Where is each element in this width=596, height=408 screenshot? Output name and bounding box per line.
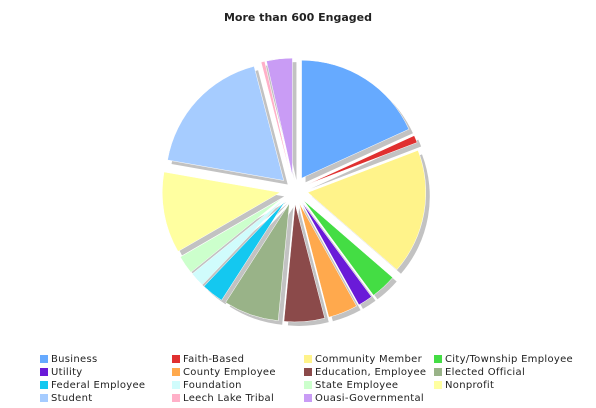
chart-title: More than 600 Engaged [224, 11, 372, 24]
slice [179, 197, 283, 273]
legend-label: Leech Lake Tribal [183, 393, 274, 404]
legend-swatch [172, 381, 180, 389]
legend-swatch [304, 394, 312, 402]
legend-swatch [172, 368, 180, 376]
legend-swatch [40, 381, 48, 389]
legend-swatch [40, 394, 48, 402]
slice [301, 59, 410, 179]
legend-swatch [434, 368, 442, 376]
legend-label: Elected Official [445, 367, 525, 378]
slice [301, 201, 372, 306]
legend-label: City/Township Employee [445, 354, 573, 365]
slice [306, 135, 418, 185]
legend-label: County Employee [183, 367, 276, 378]
slice [167, 65, 285, 181]
legend-label: Business [51, 354, 98, 365]
slice [303, 200, 394, 296]
slice [298, 202, 357, 318]
legend-swatch [434, 355, 442, 363]
legend-swatch [304, 381, 312, 389]
legend-swatch [304, 368, 312, 376]
legend-swatch [40, 368, 48, 376]
legend-label: State Employee [315, 380, 398, 391]
slice [266, 57, 293, 177]
legend-swatch [434, 381, 442, 389]
legend-label: Federal Employee [51, 380, 145, 391]
legend-label: Education, Employee [315, 367, 426, 378]
slice [203, 200, 286, 301]
slice [191, 199, 284, 286]
legend-label: Nonprofit [445, 380, 494, 391]
slice [225, 203, 290, 321]
legend-label: Foundation [183, 380, 242, 391]
slice [283, 203, 326, 323]
legend-swatch [304, 355, 312, 363]
legend-label: Utility [51, 367, 83, 378]
legend-swatch [172, 355, 180, 363]
slice-shadow [310, 139, 422, 189]
legend-label: Ouasi-Governmental [315, 393, 424, 404]
pie [162, 57, 430, 326]
legend-label: Faith-Based [183, 354, 244, 365]
slice [162, 171, 281, 252]
legend: Business Faith-Based Community Member City/… [40, 354, 573, 404]
legend-swatch [40, 355, 48, 363]
legend-swatch [172, 394, 180, 402]
legend-label: Community Member [315, 354, 423, 365]
slice [307, 149, 427, 271]
legend-label: Student [51, 393, 92, 404]
slice [260, 60, 291, 177]
